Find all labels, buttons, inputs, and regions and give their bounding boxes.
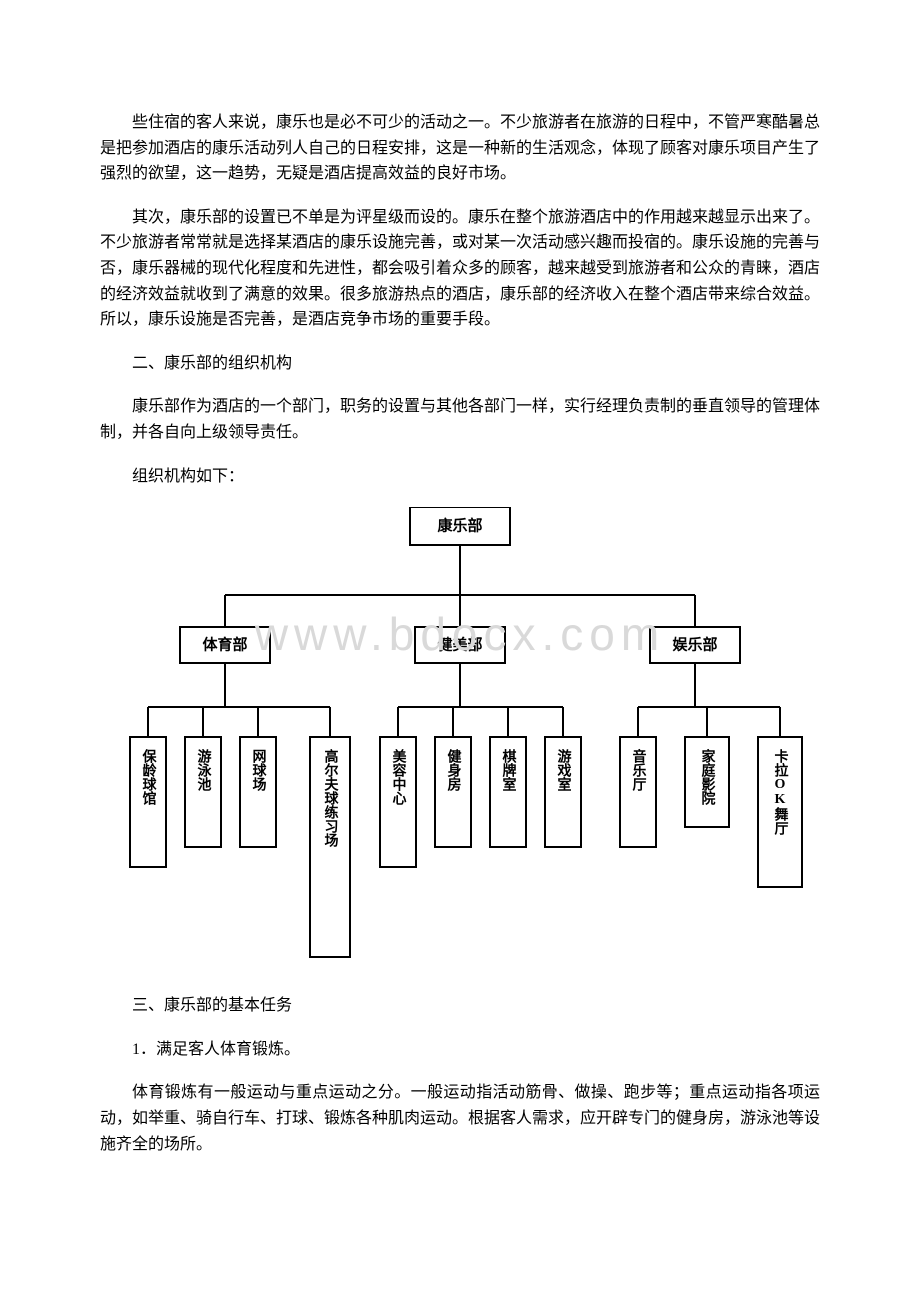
label-chess: 棋牌室	[501, 748, 517, 791]
label-beautyc: 美容中心	[391, 748, 408, 806]
org-chart: 康乐部体育部 健美部 娱乐部保龄球馆 游泳池 网球场 高尔夫球练习场 美容中心 健身房 棋牌室 游…	[100, 507, 820, 977]
label-pool: 游泳池	[196, 748, 212, 792]
label-game: 游戏室	[556, 748, 573, 791]
label-gym: 健身房	[446, 748, 462, 792]
paragraph-2: 其次，康乐部的设置已不单是为评星级而设的。康乐在整个旅游酒店中的作用越来越显示出…	[100, 205, 820, 333]
label-karaoke: 卡拉OK舞厅	[773, 748, 789, 836]
label-beauty: 健美部	[437, 636, 482, 654]
org-chart-container: www.bdocx.com 康乐部体育部健美部娱乐部保龄球馆游泳池网球场高尔夫球…	[100, 507, 820, 977]
paragraph-1: 些住宿的客人来说，康乐也是必不可少的活动之一。不少旅游者在旅游的日程中，不管严寒…	[100, 110, 820, 187]
label-golf: 高尔夫球练习场	[323, 748, 339, 848]
label-ent: 娱乐部	[672, 636, 717, 654]
label-bowling: 保龄球馆	[141, 748, 158, 806]
paragraph-4: 组织机构如下：	[100, 464, 820, 490]
label-sport: 体育部	[202, 636, 247, 654]
label-tennis: 网球场	[251, 749, 267, 792]
paragraph-6: 体育锻炼有一般运动与重点运动之分。一般运动指活动筋骨、做操、跑步等；重点运动指各…	[100, 1080, 820, 1157]
heading-3: 三、康乐部的基本任务	[100, 993, 820, 1019]
document-page: 些住宿的客人来说，康乐也是必不可少的活动之一。不少旅游者在旅游的日程中，不管严寒…	[0, 0, 920, 1302]
label-root: 康乐部	[437, 517, 482, 535]
label-music: 音乐厅	[631, 748, 647, 792]
heading-2: 二、康乐部的组织机构	[100, 351, 820, 377]
label-cinema: 家庭影院	[700, 748, 716, 806]
paragraph-5: 1．满足客人体育锻炼。	[100, 1037, 820, 1063]
paragraph-3: 康乐部作为酒店的一个部门，职务的设置与其他各部门一样，实行经理负责制的垂直领导的…	[100, 394, 820, 445]
